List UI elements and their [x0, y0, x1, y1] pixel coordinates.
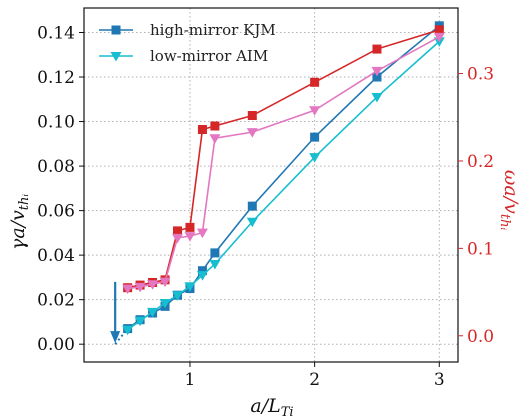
- x-tick-label: 1: [185, 370, 196, 390]
- y-axis-right-title: ωa/vthᵢ: [497, 170, 522, 231]
- y-left-tick-label: 0.04: [37, 246, 75, 266]
- ticks: 1 2 3 0.00 0.02 0.04 0.06 0.08 0.10 0.12 0.14 0.0 0.…: [37, 23, 494, 390]
- svg-text:ωa/vthᵢ: ωa/vthᵢ: [497, 170, 522, 231]
- series-line: [127, 25, 440, 330]
- data-point: [246, 128, 258, 138]
- series-line: [127, 36, 440, 290]
- y-axis-left-title: γa/vthᵢ: [7, 194, 32, 250]
- data-point: [159, 277, 171, 288]
- data-point: [246, 217, 258, 228]
- y-left-tick-label: 0.14: [37, 23, 75, 43]
- x-tick-label: 2: [309, 370, 320, 390]
- data-point: [310, 132, 320, 142]
- legend: high-mirror KJM low-mirror AIM: [99, 21, 276, 65]
- data-point: [309, 106, 321, 116]
- data-point: [173, 226, 182, 236]
- data-point: [122, 325, 134, 336]
- data-point: [309, 153, 321, 163]
- data-point: [172, 233, 183, 244]
- data-point: [434, 25, 444, 35]
- data-point: [310, 77, 320, 87]
- legend-marker: [111, 25, 121, 35]
- series-line: [127, 40, 440, 331]
- data-point: [197, 124, 207, 134]
- y-right-tick-label: 0.3: [467, 65, 494, 85]
- plot-frame: [83, 7, 459, 363]
- data-point: [197, 266, 207, 276]
- data-point: [247, 111, 257, 121]
- data-point: [134, 316, 146, 327]
- data-point: [371, 66, 383, 77]
- series-2: [123, 25, 444, 293]
- y-left-tick-label: 0.00: [37, 335, 75, 355]
- legend-label: high-mirror KJM: [150, 21, 276, 39]
- y-left-tick-label: 0.08: [37, 157, 75, 177]
- data-point: [210, 121, 220, 131]
- series-0: [123, 21, 444, 334]
- data-point: [209, 134, 221, 144]
- y-left-tick-label: 0.12: [37, 68, 75, 88]
- y-right-tick-label: 0.1: [467, 239, 494, 259]
- data-point: [147, 280, 159, 290]
- data-point: [134, 282, 146, 293]
- data-point: [184, 232, 196, 242]
- arrow-head: [110, 331, 121, 344]
- data-point: [172, 291, 183, 301]
- legend-item: low-mirror AIM: [99, 47, 268, 65]
- svg-text:a/LTi: a/LTi: [250, 395, 293, 418]
- data-point: [247, 201, 257, 211]
- x-axis-title: a/LTi: [250, 395, 293, 418]
- y-right-tick-label: 0.0: [467, 327, 494, 347]
- data-point: [196, 271, 208, 281]
- series-1: [122, 37, 445, 336]
- data-point: [122, 284, 134, 295]
- series-3: [122, 32, 445, 295]
- svg-text:γa/vthᵢ: γa/vthᵢ: [7, 194, 32, 250]
- y-left-tick-label: 0.02: [37, 291, 75, 311]
- data-point: [159, 299, 171, 309]
- data-point: [147, 307, 159, 318]
- data-point: [185, 222, 195, 232]
- legend-label: low-mirror AIM: [150, 47, 268, 65]
- series-group: [122, 21, 445, 336]
- data-point: [371, 93, 383, 103]
- y-left-tick-label: 0.06: [37, 202, 75, 222]
- legend-marker: [110, 52, 122, 62]
- data-point: [372, 72, 382, 82]
- data-point: [196, 228, 208, 239]
- data-point: [209, 260, 221, 270]
- data-point: [210, 248, 220, 258]
- grid: [84, 8, 458, 362]
- y-right-tick-label: 0.2: [467, 152, 494, 172]
- x-tick-label: 3: [434, 370, 445, 390]
- data-point: [433, 32, 445, 43]
- data-point: [184, 282, 196, 292]
- legend-item: high-mirror KJM: [99, 21, 276, 39]
- data-point: [372, 44, 382, 54]
- y-left-tick-label: 0.10: [37, 113, 75, 133]
